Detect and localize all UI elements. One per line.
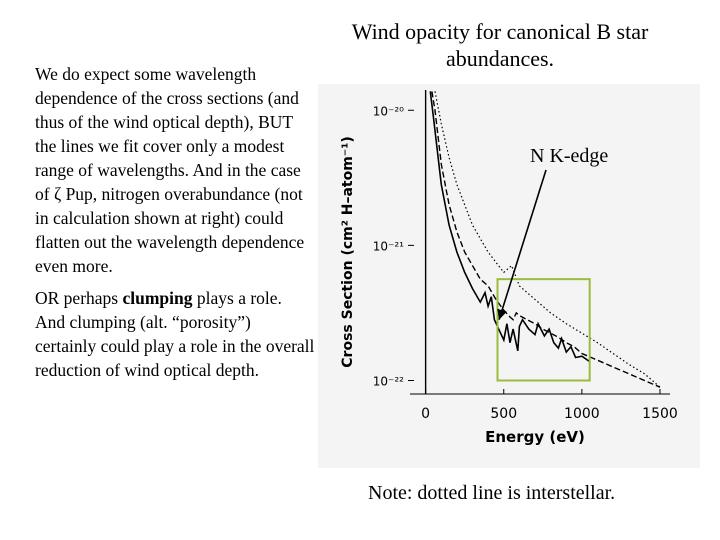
n-kedge-label: N K-edge [530,145,609,167]
series-solid-line [429,91,591,363]
paragraph-clumping: OR perhaps clumping plays a role. And cl… [35,286,315,382]
annotation-arrow [498,169,547,320]
series-dashed-line [431,91,661,388]
paragraph-clumping-end: plays a role. And clumping (alt. “porosi… [35,288,315,380]
footnote: Note: dotted line is interstellar. [368,482,616,504]
y-tick-label: 10⁻²¹ [373,239,404,253]
x-tick-label: 0 [421,406,430,422]
paragraph-clumping-start: OR perhaps [35,288,123,308]
cross-section-figure: 0 500 1000 1500 10⁻²⁰ 10⁻²¹ 10⁻²² Energy (eV) … [318,84,700,468]
x-tick-label: 500 [490,406,517,422]
y-tick-label: 10⁻²⁰ [373,104,404,118]
y-tick-label: 10⁻²² [373,374,404,388]
annotation-arrowhead [497,308,507,320]
slide-title: Wind opacity for canonical B star abunda… [351,19,649,71]
x-tick-label: 1000 [564,406,600,422]
chart-axes [410,90,670,395]
clumping-emphasis: clumping [122,288,193,308]
y-axis-label: Cross Section (cm² H–atom⁻¹) [340,136,356,367]
x-tick-label: 1500 [642,406,678,422]
x-axis-label: Energy (eV) [485,428,585,446]
figure-background [318,84,700,468]
paragraph-wavelength-dependence: We do expect some wavelength dependence … [35,64,305,276]
body-text: We do expect some wavelength dependence … [35,62,315,390]
chart-series [429,91,661,388]
chart-ticks: 0 500 1000 1500 10⁻²⁰ 10⁻²¹ 10⁻²² [373,104,678,422]
n-kedge-highlight-box [496,278,591,382]
